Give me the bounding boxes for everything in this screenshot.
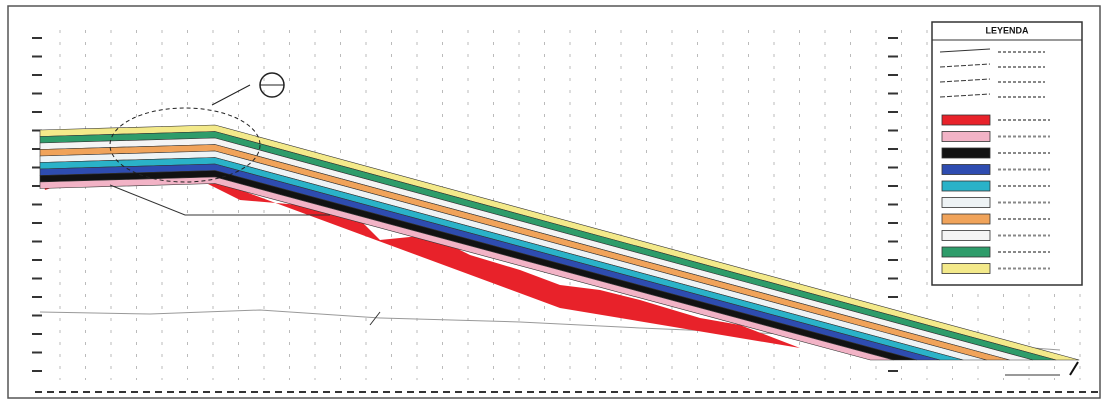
legend-swatch [941,230,991,241]
legend-line [939,78,991,83]
legend-swatch [941,164,991,175]
leader [211,84,251,106]
legend-line [939,93,991,98]
legend-swatch [941,180,991,192]
legend-swatch [941,213,991,225]
annotations [109,72,1079,376]
legend-swatch [941,131,991,142]
legend-line [939,48,991,53]
north-mark [1069,361,1079,376]
legend-swatch [941,263,991,274]
layer [39,176,894,361]
detail-circle [109,107,261,183]
legend-line [939,63,991,68]
layers [39,124,1080,361]
leader [369,311,381,326]
legend-swatch [941,197,991,208]
legend-swatch [941,147,991,159]
frame [7,5,1101,399]
legend: LEYENDA [931,21,1083,286]
legend-swatch [941,114,991,126]
legend-title: LEYENDA [985,25,1029,35]
red-fill [100,150,800,348]
leader [109,184,330,216]
legend-swatch [941,246,991,258]
legend-items [939,48,1050,274]
